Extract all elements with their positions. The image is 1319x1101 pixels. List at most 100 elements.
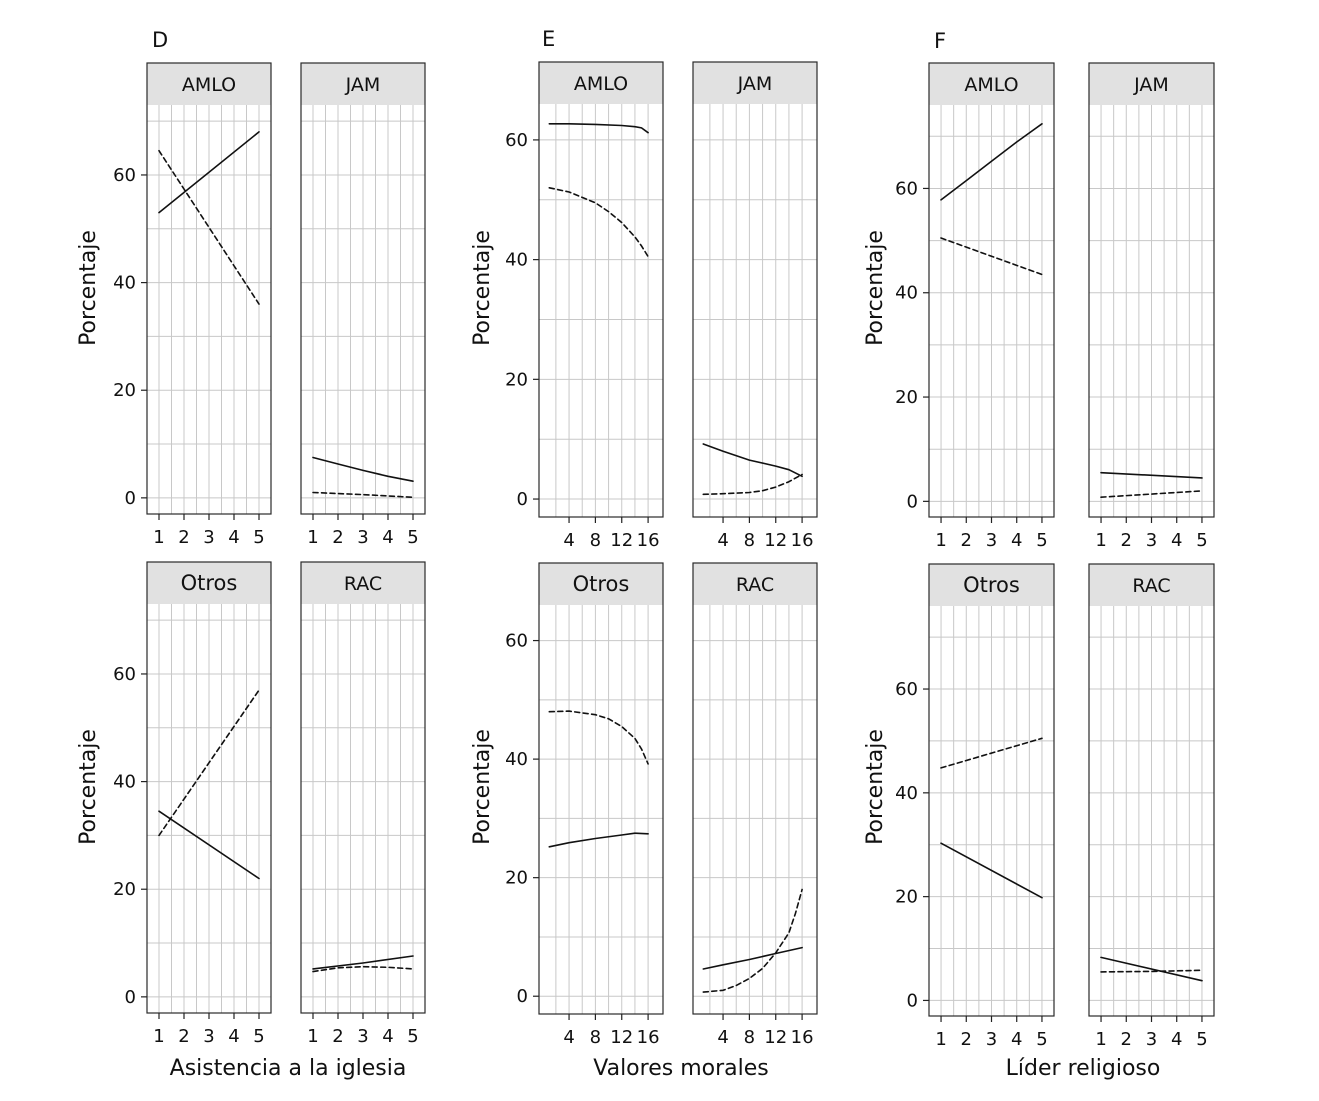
x-tick-label: 16: [637, 530, 660, 551]
series-line-dashed: [940, 237, 1043, 276]
y-tick-label: 0: [125, 987, 136, 1008]
y-tick-label: 60: [895, 178, 918, 199]
panel-grid: [1089, 105, 1214, 517]
panel-grid: [301, 105, 425, 514]
panel-rac: RAC 1 2 3 4 5: [1088, 563, 1215, 1050]
series-line-solid: [1100, 956, 1203, 982]
x-tick-label: 5: [253, 527, 264, 548]
x-tick-label: 4: [228, 527, 239, 548]
x-axis-label: Asistencia a la iglesia: [170, 1056, 407, 1081]
x-tick-label: 5: [1036, 1029, 1047, 1050]
x-tick-label: 16: [791, 1027, 814, 1048]
x-tick-label: 12: [764, 530, 787, 551]
x-tick-label: 3: [986, 530, 997, 551]
y-tick-label: 20: [505, 868, 528, 889]
y-tick-label: 20: [113, 380, 136, 401]
x-tick-label: 5: [1196, 530, 1207, 551]
x-tick-label: 1: [153, 527, 164, 548]
series-line-solid: [312, 955, 414, 970]
x-axis-label: Líder religioso: [1006, 1056, 1161, 1081]
panel-frame: [692, 562, 818, 1015]
panel-title: JAM: [1133, 74, 1169, 96]
x-tick-label: 2: [1121, 530, 1132, 551]
y-tick-label: 20: [895, 887, 918, 908]
y-tick-label: 40: [895, 783, 918, 804]
panel-grid: [693, 605, 817, 1014]
y-axis: 0 20 40 60: [505, 631, 539, 1007]
panel-header: [301, 63, 425, 105]
x-tick-label: 4: [382, 1026, 393, 1047]
panel-grid: [147, 604, 271, 1013]
panel-otros: Otros 4 8 12 16 0 20 40 60 Porcentaje: [470, 562, 664, 1048]
series-line-dashed: [548, 187, 649, 258]
y-tick-label: 0: [125, 488, 136, 509]
x-tick-label: 8: [590, 530, 601, 551]
panel-title: AMLO: [182, 74, 236, 96]
panel-amlo: AMLO 1 2 3 4 5 0 20 40 60 Porcentaje: [76, 62, 272, 548]
x-tick-label: 5: [1196, 1029, 1207, 1050]
panel-title: Otros: [963, 573, 1020, 597]
y-tick-label: 60: [895, 679, 918, 700]
x-axis: 4 8 12 16: [717, 517, 814, 551]
y-tick-label: 20: [505, 369, 528, 390]
x-tick-label: 8: [744, 530, 755, 551]
panel-title: Otros: [573, 572, 630, 596]
x-tick-label: 3: [357, 527, 368, 548]
series-line-dashed: [548, 710, 649, 765]
panel-header: [929, 63, 1054, 105]
x-tick-label: 1: [153, 1026, 164, 1047]
x-tick-label: 1: [307, 527, 318, 548]
panel-title: JAM: [345, 74, 381, 96]
panel-grid: [1089, 606, 1214, 1016]
series-line-dashed: [312, 965, 414, 973]
panel-grid: [693, 104, 817, 517]
panel-grid: [929, 606, 1054, 1016]
x-tick-label: 5: [1036, 530, 1047, 551]
x-tick-label: 3: [986, 1029, 997, 1050]
x-tick-label: 3: [203, 527, 214, 548]
x-tick-label: 4: [1171, 1029, 1182, 1050]
x-tick-label: 1: [935, 530, 946, 551]
x-axis: 4 8 12 16: [563, 1014, 660, 1048]
x-tick-label: 8: [744, 1027, 755, 1048]
x-tick-label: 3: [357, 1026, 368, 1047]
y-axis-label: Porcentaje: [76, 230, 101, 346]
series-line-dashed: [312, 491, 414, 499]
x-tick-label: 4: [563, 1027, 574, 1048]
panel-grid: [539, 104, 663, 517]
series-line-solid: [702, 946, 803, 970]
panel-header: [1089, 63, 1214, 105]
x-tick-label: 1: [1095, 530, 1106, 551]
panel-title: RAC: [736, 574, 774, 596]
panel-amlo: AMLO 1 2 3 4 5 0 20 40 60 Porcentaje: [863, 62, 1055, 551]
panel-otros: Otros 1 2 3 4 5 0 20 40 60 Porcentaje: [863, 563, 1055, 1050]
panel-frame: [538, 562, 664, 1015]
x-tick-label: 2: [178, 527, 189, 548]
panel-title: AMLO: [964, 74, 1018, 96]
y-tick-label: 60: [505, 631, 528, 652]
y-axis: 0 20 40 60: [895, 178, 929, 512]
panel-jam: JAM 4 8 12 16: [692, 61, 818, 551]
panel-header: [693, 563, 817, 605]
series-line-dashed: [1100, 969, 1203, 973]
y-axis-label: Porcentaje: [863, 230, 888, 346]
x-tick-label: 2: [961, 1029, 972, 1050]
panel-frame: [538, 61, 664, 518]
panel-rac: RAC 1 2 3 4 5: [300, 561, 426, 1047]
x-tick-label: 4: [717, 530, 728, 551]
x-tick-label: 2: [332, 527, 343, 548]
x-tick-label: 2: [332, 1026, 343, 1047]
series-line-solid: [158, 131, 260, 214]
x-tick-label: 16: [637, 1027, 660, 1048]
panel-group-letter: D: [152, 28, 168, 52]
x-axis: 4 8 12 16: [563, 517, 660, 551]
panel-grid: [147, 105, 271, 514]
